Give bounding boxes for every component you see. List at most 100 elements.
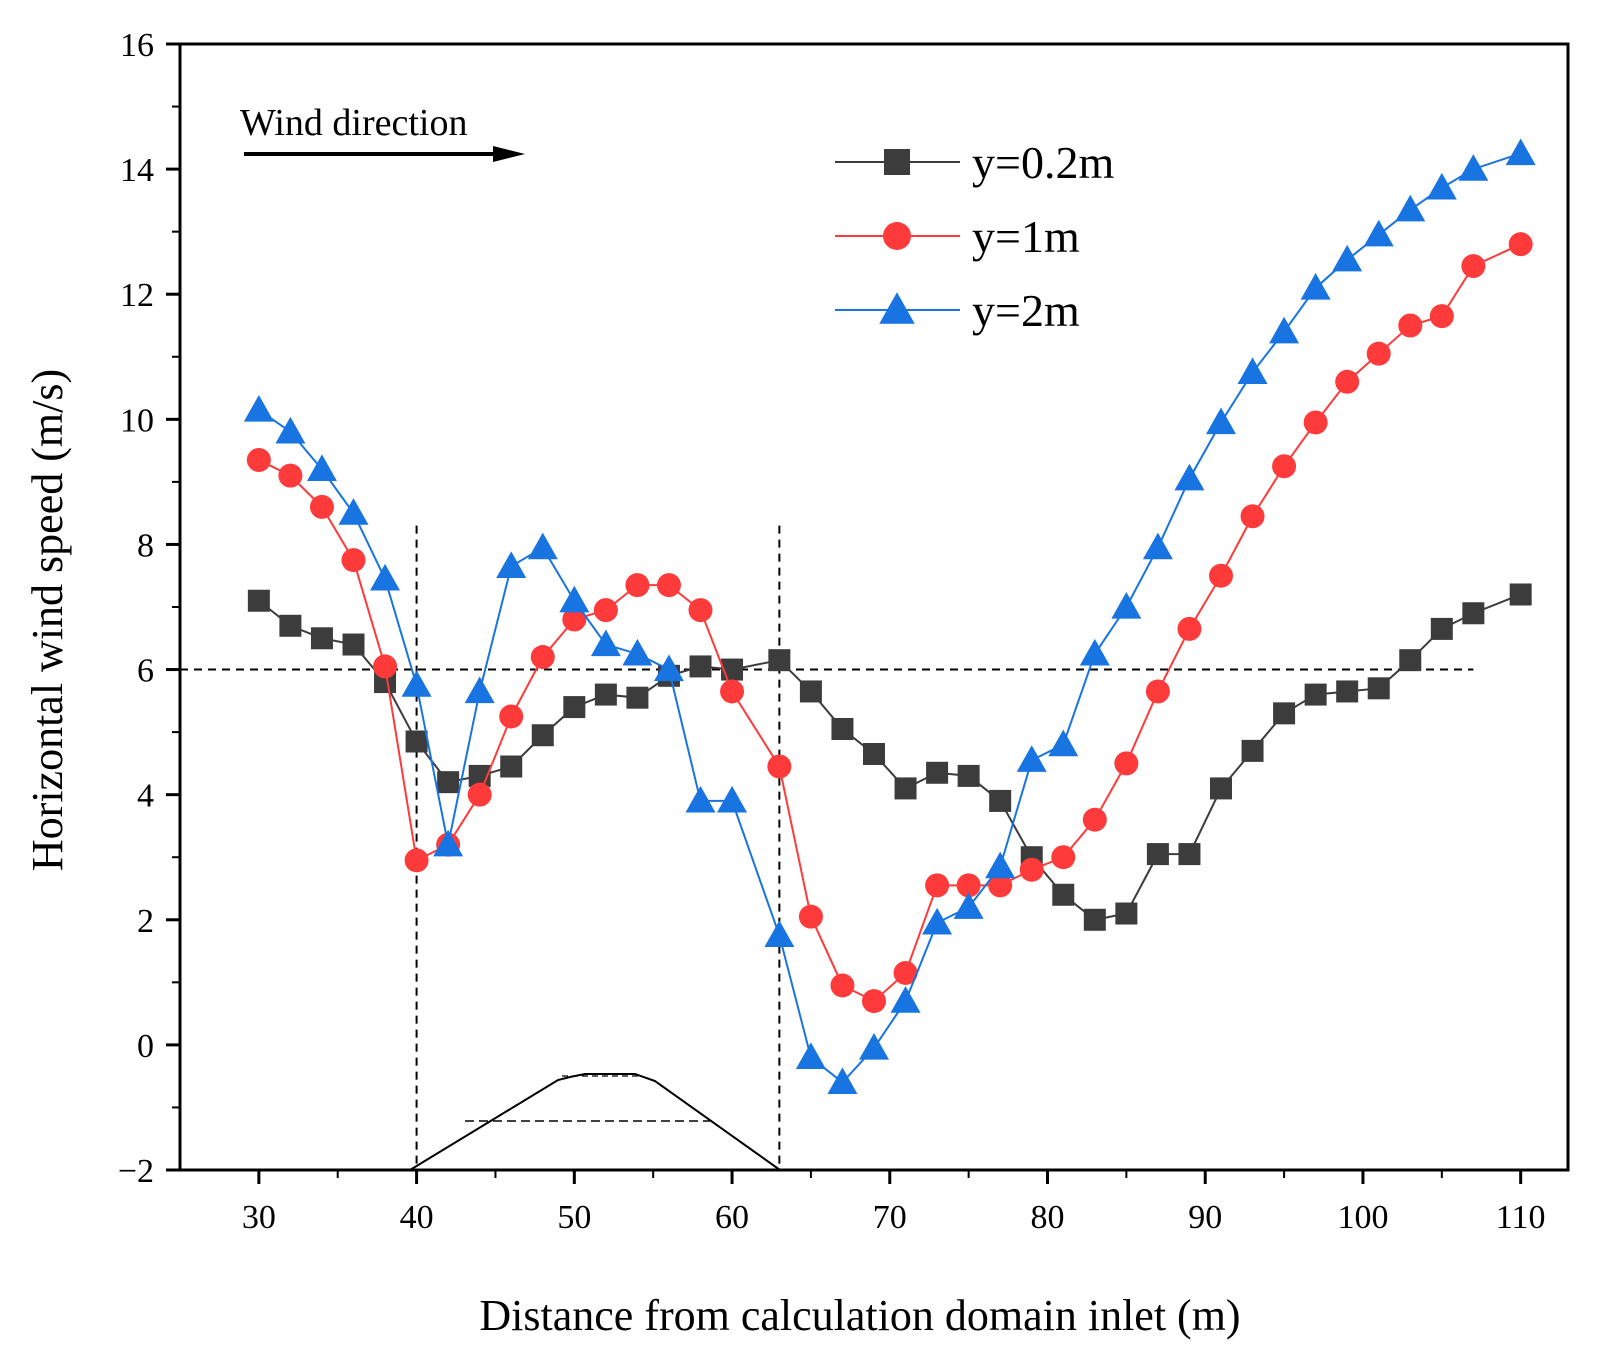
data-point-1-37: [1429, 304, 1454, 329]
data-point-0-37: [1430, 617, 1453, 640]
data-point-1-14: [688, 598, 713, 623]
data-point-0-23: [989, 789, 1012, 812]
data-point-0-36: [1399, 649, 1422, 672]
x-tick-label-0: 30: [242, 1199, 276, 1236]
data-point-0-14: [689, 655, 712, 678]
data-point-0-25: [1052, 883, 1075, 906]
data-point-0-22: [957, 764, 980, 787]
data-point-2-6: [433, 829, 464, 857]
data-point-1-18: [830, 973, 855, 998]
data-point-0-12: [626, 686, 649, 709]
data-point-2-14: [685, 785, 716, 813]
data-point-0-2: [310, 627, 333, 650]
data-point-2-9: [527, 532, 558, 560]
data-point-0-35: [1367, 677, 1390, 700]
reference-lines: [180, 525, 1474, 1170]
data-point-1-35: [1366, 341, 1391, 366]
data-point-2-10: [559, 585, 590, 613]
data-point-2-12: [622, 638, 653, 666]
data-point-2-25: [1048, 729, 1079, 757]
x-tick-label-5: 80: [1031, 1199, 1065, 1236]
data-point-2-15: [717, 785, 748, 813]
y-tick-label-5: 8: [137, 527, 154, 564]
legend-marker-1: [883, 222, 911, 250]
data-point-2-33: [1300, 272, 1331, 300]
data-point-2-34: [1332, 244, 1363, 272]
data-point-2-37: [1426, 172, 1457, 200]
data-point-1-27: [1114, 751, 1139, 776]
y-tick-label-2: 2: [137, 903, 154, 940]
data-point-0-6: [437, 771, 460, 794]
x-tick-label-3: 60: [715, 1199, 749, 1236]
wind-direction-label: Wind direction: [240, 102, 467, 144]
data-point-0-26: [1083, 908, 1106, 931]
data-point-1-4: [373, 654, 398, 679]
y-tick-label-7: 12: [120, 277, 154, 314]
data-point-1-28: [1145, 679, 1170, 704]
data-point-2-20: [890, 986, 921, 1013]
legend-label-2: y=2m: [972, 285, 1080, 336]
data-point-1-36: [1398, 313, 1423, 338]
series-layer: [243, 138, 1536, 1095]
data-point-2-29: [1174, 463, 1205, 491]
data-point-1-0: [246, 447, 271, 472]
embankment-profile: [409, 1073, 781, 1171]
data-point-1-7: [467, 782, 492, 807]
x-tick-label-8: 110: [1496, 1199, 1546, 1236]
data-point-1-31: [1240, 504, 1265, 529]
data-point-1-21: [925, 873, 950, 898]
data-point-2-35: [1363, 219, 1394, 247]
data-point-1-22: [956, 873, 981, 898]
data-point-2-18: [827, 1067, 858, 1095]
data-point-1-8: [499, 704, 524, 729]
data-point-2-13: [653, 654, 684, 682]
data-point-1-13: [656, 573, 681, 598]
data-point-2-38: [1458, 154, 1489, 181]
data-point-2-39: [1505, 138, 1536, 166]
data-point-0-34: [1336, 680, 1359, 703]
data-point-0-27: [1115, 902, 1138, 925]
x-axis-title: Distance from calculation domain inlet (…: [479, 1291, 1240, 1340]
data-point-2-7: [464, 676, 495, 704]
series-1: [246, 232, 1533, 1014]
data-point-1-16: [767, 754, 792, 779]
data-point-0-11: [594, 683, 617, 706]
y-tick-label-1: 0: [137, 1028, 154, 1065]
legend-label-1: y=1m: [972, 211, 1080, 262]
data-point-2-26: [1079, 638, 1110, 666]
data-point-0-19: [863, 743, 885, 766]
data-point-0-5: [405, 730, 428, 753]
y-tick-label-9: 16: [120, 27, 154, 64]
series-line-0: [258, 593, 1522, 921]
legend-label-0: y=0.2m: [972, 137, 1114, 188]
data-point-0-18: [831, 717, 854, 740]
wind-direction-annotation: Wind direction: [240, 102, 525, 162]
data-point-1-19: [862, 989, 886, 1014]
data-point-2-22: [953, 892, 984, 919]
data-point-2-17: [795, 1042, 826, 1070]
data-point-2-16: [764, 920, 795, 948]
data-point-2-36: [1395, 194, 1426, 222]
data-point-0-10: [563, 696, 586, 719]
data-point-0-28: [1146, 843, 1169, 866]
data-point-0-0: [247, 589, 270, 612]
data-point-1-1: [278, 463, 303, 488]
data-point-2-0: [243, 394, 274, 422]
data-point-2-19: [858, 1033, 890, 1060]
data-point-0-39: [1509, 583, 1532, 606]
data-point-2-3: [338, 498, 369, 525]
data-point-1-3: [341, 548, 366, 573]
data-point-1-32: [1272, 454, 1297, 479]
y-tick-label-4: 6: [137, 653, 154, 690]
legend: y=0.2m y=1m y=2m: [835, 137, 1114, 336]
data-point-1-10: [562, 607, 587, 632]
data-point-1-25: [1051, 845, 1076, 870]
data-point-1-2: [309, 494, 334, 519]
data-point-2-30: [1205, 407, 1237, 435]
data-point-2-24: [1016, 745, 1047, 772]
data-point-0-31: [1241, 739, 1264, 762]
y-tick-label-6: 10: [120, 402, 154, 439]
x-tick-label-6: 90: [1188, 1199, 1222, 1236]
series-2: [243, 138, 1536, 1095]
